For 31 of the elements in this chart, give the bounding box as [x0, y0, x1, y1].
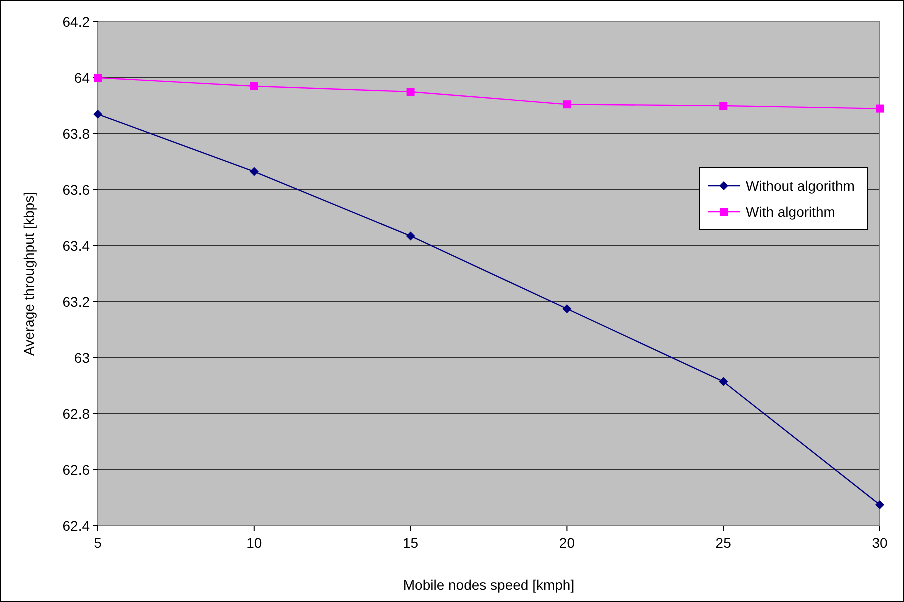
- point: [250, 167, 259, 176]
- x-axis-title: Mobile nodes speed [kmph]: [403, 577, 575, 593]
- y-tick-label: 63.6: [62, 182, 90, 198]
- y-tick-label: 63: [74, 350, 90, 366]
- y-tick-label: 63.4: [62, 238, 90, 254]
- legend-label: Without algorithm: [746, 178, 855, 194]
- y-tick-label: 62.8: [62, 406, 90, 422]
- point: [876, 104, 884, 113]
- point: [876, 500, 884, 510]
- x-tick-label: 30: [872, 535, 888, 551]
- point: [562, 304, 572, 314]
- point: [406, 232, 416, 241]
- x-tick-label: 15: [403, 535, 419, 551]
- legend-label: With algorithm: [746, 204, 836, 220]
- point: [719, 377, 728, 386]
- point: [720, 102, 728, 110]
- point: [250, 82, 258, 90]
- y-axis-title: Average throughput [kbps]: [21, 192, 37, 356]
- point: [406, 88, 415, 96]
- y-tick-label: 63.2: [62, 294, 90, 310]
- point: [563, 100, 572, 109]
- y-tick-label: 64.2: [62, 14, 90, 30]
- x-tick-label: 20: [559, 535, 576, 551]
- y-tick-label: 62.4: [62, 518, 90, 534]
- x-tick-label: 25: [716, 535, 732, 551]
- y-tick-label: 63.8: [62, 126, 90, 142]
- x-tick-label: 5: [94, 535, 102, 551]
- y-tick-label: 64: [74, 70, 90, 86]
- point: [94, 110, 102, 119]
- y-tick-label: 62.6: [62, 462, 90, 478]
- x-tick-label: 10: [246, 535, 262, 551]
